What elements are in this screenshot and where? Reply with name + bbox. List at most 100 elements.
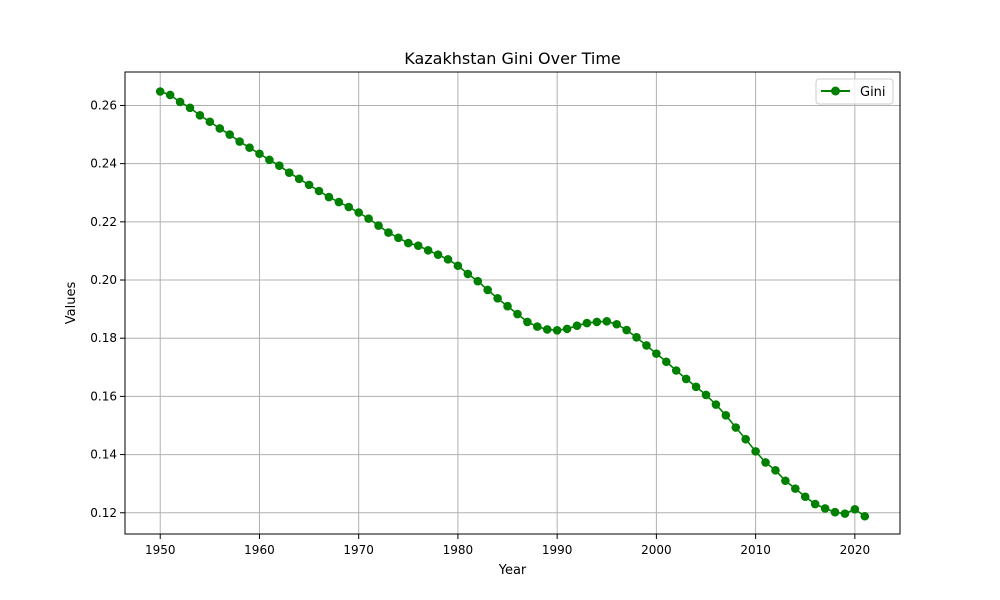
data-point — [592, 317, 602, 327]
data-point — [513, 309, 522, 319]
data-point — [433, 250, 443, 260]
x-tick-label: 1960 — [244, 543, 275, 557]
y-tick-label: 0.14 — [90, 448, 117, 462]
data-point — [314, 186, 324, 196]
data-point — [632, 333, 641, 342]
data-point — [830, 507, 840, 517]
data-point — [542, 325, 552, 334]
chart-title: Kazakhstan Gini Over Time — [404, 49, 621, 68]
data-point — [562, 324, 572, 334]
data-point — [652, 349, 661, 358]
series-layer — [155, 87, 870, 521]
y-tick-label: 0.12 — [90, 506, 117, 520]
x-tick-label: 1950 — [145, 543, 176, 557]
data-point — [255, 149, 264, 159]
legend: Gini — [815, 78, 894, 105]
data-point — [741, 434, 750, 444]
data-point — [205, 117, 215, 127]
data-point — [701, 390, 711, 400]
legend-box — [815, 78, 894, 105]
data-point — [671, 366, 681, 375]
x-tick-label: 2020 — [840, 543, 871, 557]
data-point — [175, 97, 185, 107]
data-point — [781, 476, 790, 486]
data-point — [215, 124, 225, 133]
data-point — [761, 458, 770, 467]
x-tick-label: 1980 — [443, 543, 474, 557]
data-point — [185, 103, 195, 113]
grid — [125, 72, 900, 534]
data-point — [731, 423, 741, 432]
data-point — [413, 241, 423, 250]
x-tick-label: 1970 — [343, 543, 374, 557]
data-point — [235, 137, 244, 146]
data-point — [453, 261, 463, 271]
data-point — [691, 382, 701, 392]
data-point — [423, 246, 433, 255]
data-point — [324, 192, 334, 202]
data-point — [662, 357, 671, 367]
data-point — [493, 294, 502, 303]
data-point — [384, 228, 393, 237]
data-point — [533, 322, 542, 331]
data-point — [304, 180, 314, 190]
y-tick-label: 0.22 — [90, 215, 117, 229]
data-point — [791, 484, 800, 493]
data-point — [572, 321, 582, 330]
x-tick-label: 2000 — [641, 543, 672, 557]
x-tick-label: 1990 — [542, 543, 573, 557]
data-point — [275, 161, 284, 170]
data-point — [364, 214, 373, 223]
data-point — [344, 202, 354, 212]
data-point — [284, 168, 294, 177]
data-point — [503, 301, 512, 311]
data-point — [374, 221, 383, 230]
data-point — [265, 155, 274, 165]
legend-entry-gini: Gini — [860, 85, 886, 100]
data-point — [552, 326, 562, 335]
data-point — [800, 492, 810, 502]
data-point — [245, 143, 254, 152]
data-point — [860, 511, 870, 521]
data-point — [751, 447, 760, 456]
data-point — [294, 174, 304, 184]
y-tick-label: 0.24 — [90, 157, 117, 171]
data-point — [463, 269, 473, 279]
data-point — [483, 285, 492, 295]
axes: 1950 1960 1970 1980 1990 2000 2010 2020 0.12 0.14… — [90, 98, 870, 557]
data-point — [711, 400, 721, 409]
data-point — [394, 233, 403, 243]
data-point — [810, 499, 820, 509]
legend-marker — [831, 86, 840, 96]
x-tick-label: 2010 — [740, 543, 771, 557]
data-point — [523, 317, 532, 327]
data-point — [582, 318, 592, 328]
y-tick-label: 0.20 — [90, 273, 117, 287]
y-axis-label: Values — [64, 282, 79, 325]
data-point — [602, 317, 612, 326]
data-point — [155, 87, 165, 96]
data-point — [681, 374, 691, 384]
x-axis-label: Year — [498, 563, 527, 578]
data-point — [473, 276, 483, 286]
y-tick-label: 0.18 — [90, 331, 117, 345]
data-point — [840, 509, 850, 518]
data-point — [622, 325, 631, 335]
data-point — [354, 208, 363, 217]
data-point — [850, 504, 860, 514]
data-point — [642, 341, 651, 350]
data-point — [334, 197, 344, 207]
y-tick-label: 0.16 — [90, 389, 117, 403]
data-point — [721, 410, 731, 420]
data-point — [404, 238, 413, 248]
data-point — [195, 111, 205, 120]
plot-frame — [124, 71, 901, 535]
data-point — [820, 504, 830, 513]
data-point — [165, 90, 175, 100]
data-point — [612, 319, 621, 329]
data-point — [443, 255, 453, 264]
data-point — [225, 130, 234, 139]
y-tick-label: 0.26 — [90, 98, 117, 112]
